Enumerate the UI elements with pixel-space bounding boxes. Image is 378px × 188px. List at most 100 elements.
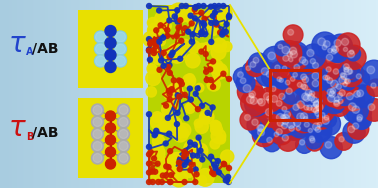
Circle shape — [214, 20, 218, 25]
Circle shape — [147, 23, 161, 37]
Circle shape — [171, 78, 176, 83]
Circle shape — [186, 53, 200, 68]
Circle shape — [298, 89, 322, 113]
Circle shape — [289, 69, 305, 84]
Circle shape — [266, 82, 284, 100]
Circle shape — [221, 150, 234, 163]
Circle shape — [166, 165, 171, 170]
Circle shape — [297, 101, 305, 108]
Circle shape — [152, 156, 156, 161]
Circle shape — [305, 89, 312, 96]
Circle shape — [277, 113, 299, 135]
Circle shape — [194, 119, 203, 128]
Circle shape — [187, 86, 192, 91]
Circle shape — [156, 180, 161, 184]
Circle shape — [315, 110, 321, 117]
Circle shape — [203, 52, 208, 57]
Circle shape — [339, 59, 359, 79]
Circle shape — [302, 77, 308, 83]
Circle shape — [249, 93, 254, 98]
Circle shape — [215, 6, 232, 24]
Circle shape — [176, 25, 181, 30]
Circle shape — [331, 97, 346, 112]
Circle shape — [349, 103, 356, 111]
Circle shape — [169, 87, 174, 92]
Circle shape — [192, 16, 197, 21]
Circle shape — [300, 113, 315, 128]
Circle shape — [196, 135, 201, 140]
Circle shape — [164, 173, 169, 177]
Circle shape — [147, 161, 152, 166]
Circle shape — [314, 119, 329, 134]
Circle shape — [160, 156, 177, 173]
Circle shape — [118, 128, 130, 140]
Circle shape — [115, 55, 127, 67]
Circle shape — [266, 96, 272, 101]
Circle shape — [116, 44, 125, 54]
Circle shape — [307, 105, 312, 111]
Circle shape — [284, 111, 290, 118]
Circle shape — [264, 95, 279, 111]
Circle shape — [148, 41, 153, 46]
Circle shape — [170, 152, 186, 169]
Circle shape — [357, 117, 362, 122]
Circle shape — [253, 93, 277, 117]
Circle shape — [217, 170, 222, 175]
Circle shape — [185, 103, 195, 114]
Circle shape — [352, 70, 370, 87]
Circle shape — [208, 77, 213, 83]
Circle shape — [276, 41, 302, 66]
Circle shape — [367, 66, 375, 74]
Circle shape — [195, 120, 208, 133]
Circle shape — [188, 97, 193, 102]
Circle shape — [289, 47, 297, 55]
Circle shape — [339, 136, 344, 142]
Circle shape — [257, 124, 264, 131]
Circle shape — [327, 45, 344, 62]
Circle shape — [265, 108, 273, 116]
Circle shape — [283, 55, 289, 61]
Bar — [78, 98, 143, 178]
Circle shape — [311, 105, 319, 112]
Text: /AB: /AB — [32, 41, 59, 55]
Circle shape — [331, 49, 336, 54]
Circle shape — [320, 137, 342, 159]
Circle shape — [340, 73, 345, 77]
Circle shape — [162, 52, 173, 62]
Circle shape — [182, 149, 187, 154]
Circle shape — [197, 175, 206, 185]
Circle shape — [147, 17, 158, 28]
Circle shape — [327, 89, 334, 96]
Circle shape — [244, 86, 266, 108]
Circle shape — [306, 55, 324, 72]
Circle shape — [282, 114, 290, 122]
Circle shape — [212, 10, 217, 15]
Circle shape — [212, 63, 228, 79]
Circle shape — [263, 133, 281, 152]
Circle shape — [119, 118, 128, 127]
Circle shape — [317, 112, 341, 136]
Circle shape — [118, 104, 130, 116]
Circle shape — [310, 98, 335, 123]
Circle shape — [333, 71, 358, 96]
Circle shape — [287, 121, 295, 128]
Circle shape — [194, 20, 206, 33]
Circle shape — [258, 87, 283, 112]
Circle shape — [309, 96, 330, 117]
Circle shape — [297, 113, 304, 121]
Circle shape — [151, 114, 168, 131]
Circle shape — [273, 115, 293, 136]
Circle shape — [271, 124, 292, 145]
Circle shape — [282, 123, 287, 129]
Circle shape — [201, 22, 207, 27]
Circle shape — [152, 133, 157, 138]
Circle shape — [209, 20, 214, 25]
Circle shape — [310, 138, 315, 143]
Circle shape — [191, 21, 208, 37]
Circle shape — [147, 37, 152, 42]
Circle shape — [147, 57, 152, 62]
Circle shape — [295, 107, 319, 132]
Circle shape — [178, 56, 183, 61]
Circle shape — [96, 56, 105, 66]
Circle shape — [154, 28, 159, 33]
